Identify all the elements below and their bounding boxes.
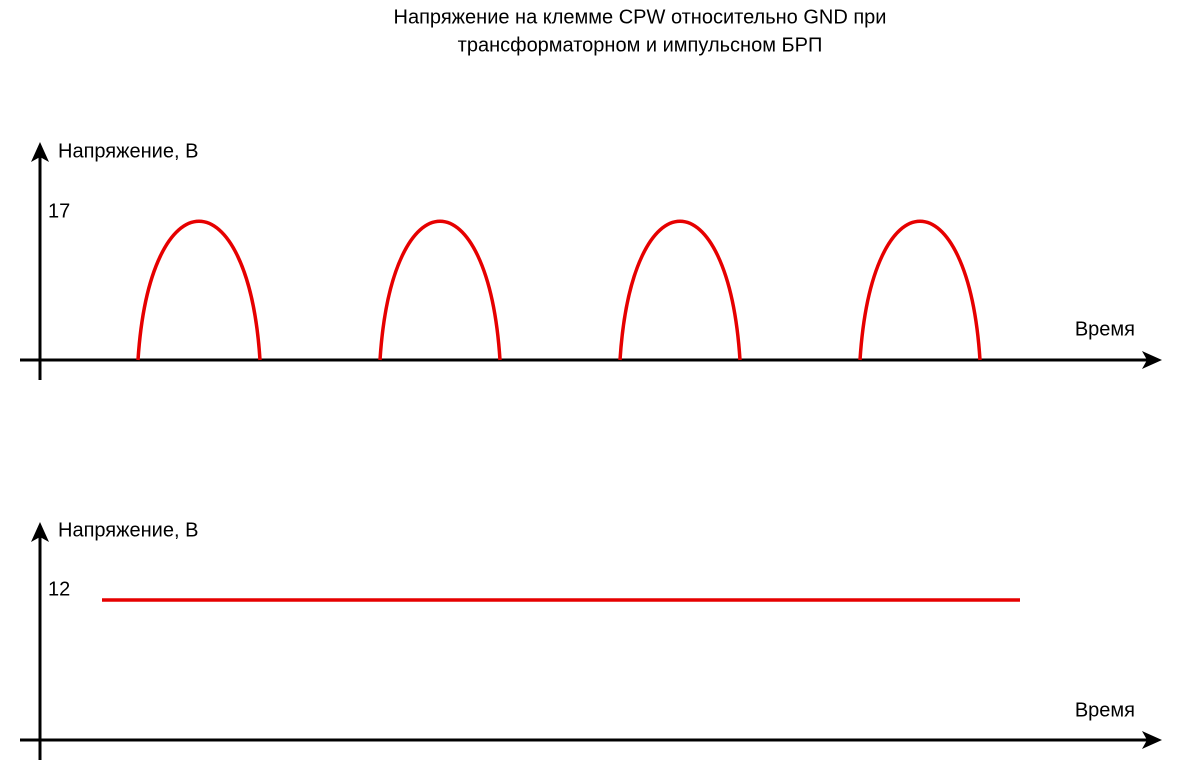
arrow [31,522,49,542]
arrow [31,142,49,162]
y-label: Напряжение, В [58,519,198,541]
arrow [1142,351,1162,369]
plot-transformer: Напряжение, В Время 17 [20,140,1162,380]
level-label: 12 [48,578,70,600]
level-label: 17 [48,200,70,222]
half-wave [378,219,502,361]
x-label: Время [1075,318,1135,340]
half-wave [858,219,982,361]
y-label: Напряжение, В [58,140,198,162]
title-line: Напряжение на клемме CPW относительно GN… [394,6,887,28]
half-wave [136,219,262,361]
plot-switching: Напряжение, В Время 12 [20,519,1162,760]
x-label: Время [1075,699,1135,721]
half-wave [618,219,742,361]
arrow [1142,731,1162,749]
title-line: трансформаторном и импульсном БРП [458,34,823,56]
